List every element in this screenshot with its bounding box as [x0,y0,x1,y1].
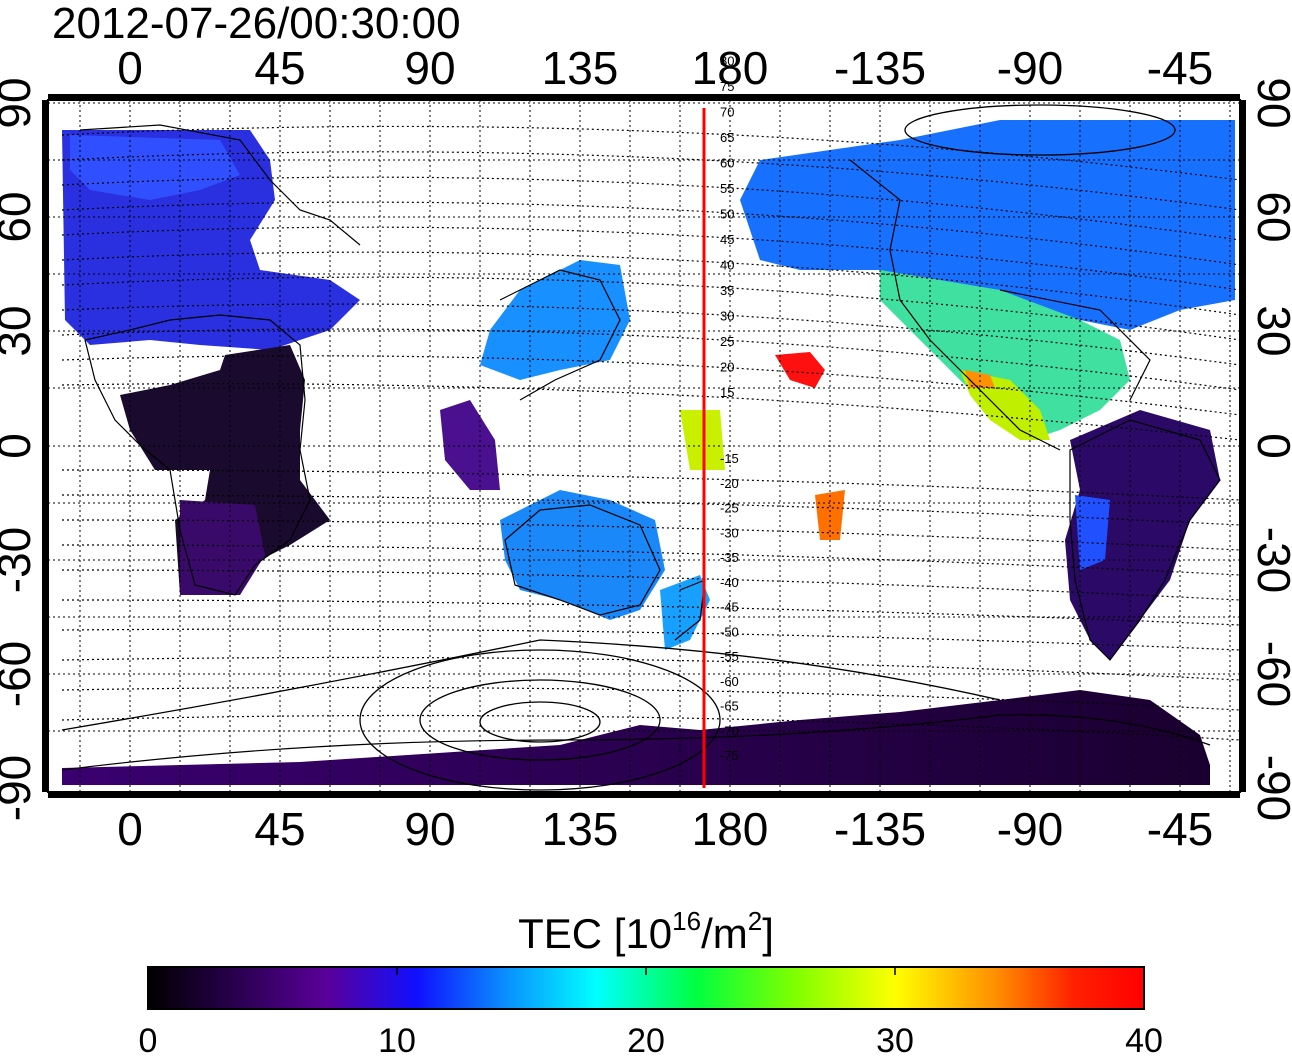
mlat-label: -50 [720,624,739,639]
tec-region-hawaii [775,352,825,388]
frame-right-bar [1240,100,1246,792]
timestamp-title: 2012-07-26/00:30:00 [52,0,461,48]
colorbar-tick-label: 30 [876,1022,914,1057]
mlat-label: 60 [720,156,734,171]
colorbar-tick-label: 20 [627,1022,665,1057]
lon-tick-bottom: 180 [692,803,769,855]
latitude-ticks-left: 90 60 30 0 -30 -60 -90 [0,77,40,821]
mlat-label: 15 [720,385,734,400]
lat-tick-right: -90 [1248,755,1292,821]
frame-top-bar [48,94,1240,100]
lon-tick-bottom: 0 [117,803,143,855]
latitude-ticks-right: 90 60 30 0 -30 -60 -90 [1248,77,1292,821]
lat-tick-left: -30 [0,527,40,593]
mlat-label: 35 [720,283,734,298]
graticule [48,100,1240,792]
lon-tick-top: 135 [542,42,619,94]
lon-tick-top: 0 [117,42,143,94]
tec-region-canada [740,120,1235,330]
lon-tick-bottom: -45 [1147,803,1213,855]
tec-region-indonesia [440,400,500,490]
colorbar-label: TEC [1016/m2] [518,906,774,957]
tec-region-south-america-coast [1075,495,1110,570]
lon-tick-bottom: -135 [834,803,926,855]
lat-tick-right: 0 [1248,433,1292,459]
lat-tick-left: -90 [0,755,40,821]
mlat-label: -45 [720,600,739,615]
lon-tick-bottom: 90 [404,803,455,855]
lon-tick-bottom: 45 [254,803,305,855]
lat-tick-right: 30 [1248,305,1292,356]
mlat-label: -30 [720,525,739,540]
lon-tick-top: 180 [692,42,769,94]
mlat-label: 40 [720,258,734,273]
map-plot-area: 80 75 70 65 60 55 50 45 40 35 30 25 20 15 -15 -20 -25 -30… [42,54,1246,798]
magnetic-latitude-labels: 80 75 70 65 60 55 50 45 40 35 30 25 20 15 -15 -20 -25 -30… [720,54,739,764]
mlat-label: 20 [720,360,734,375]
tec-region-australia [500,490,665,620]
tec-region-africa [120,345,330,595]
tec-region-europe-north [70,135,240,200]
lat-tick-left: 90 [0,77,40,128]
lat-tick-right: -60 [1248,641,1292,707]
mlat-label: 50 [720,207,734,222]
mlat-label: -25 [720,501,739,516]
tec-region-mexico-hot [965,370,995,388]
tec-region-usa [880,270,1130,440]
mlat-label: 65 [720,130,734,145]
tec-data-layer [62,120,1235,785]
lon-tick-top: -135 [834,42,926,94]
tec-region-newzealand [660,575,710,650]
magnetic-latitude-contours [61,125,1240,741]
colorbar-ticks: 0 10 20 30 40 [139,967,1163,1057]
lat-tick-right: 90 [1248,77,1292,128]
coastlines [61,124,1221,771]
lat-tick-left: 60 [0,191,40,242]
mlat-label: -15 [720,451,739,466]
frame-left-bar [42,100,48,792]
mlat-label: -55 [720,649,739,664]
lon-tick-top: 90 [404,42,455,94]
tec-region-antarctica [62,690,1210,785]
lon-tick-top: -90 [997,42,1063,94]
mlat-label: 25 [720,334,734,349]
lat-tick-right: 60 [1248,191,1292,242]
lat-tick-left: 30 [0,305,40,356]
lon-tick-bottom: 135 [542,803,619,855]
mlat-label: -70 [720,723,739,738]
lat-tick-left: -60 [0,641,40,707]
lon-tick-top: -45 [1147,42,1213,94]
mlat-label: 45 [720,232,734,247]
mlat-label: -40 [720,575,739,590]
colorbar-tick-label: 40 [1125,1022,1163,1057]
longitude-ticks-bottom: 0 45 90 135 180 -135 -90 -45 [117,803,1213,855]
mlat-label: 55 [720,181,734,196]
lon-tick-bottom: -90 [997,803,1063,855]
mlat-label: 75 [720,79,734,94]
mlat-label: -65 [720,699,739,714]
lat-tick-left: 0 [0,433,40,459]
mlat-label: -35 [720,550,739,565]
tec-region-east-asia [480,260,630,380]
mlat-label: 80 [720,54,734,69]
mlat-label: -75 [720,748,739,763]
mlat-label: 70 [720,105,734,120]
colorbar-tick-label: 0 [139,1022,158,1057]
mlat-label: -20 [720,476,739,491]
colorbar-tick-label: 10 [378,1022,416,1057]
lat-tick-right: -30 [1248,527,1292,593]
tec-region-south-america [1065,410,1220,660]
lon-tick-top: 45 [254,42,305,94]
mlat-label: 30 [720,309,734,324]
frame-bottom-bar [48,792,1240,798]
longitude-ticks-top: 0 45 90 135 180 -135 -90 -45 [117,42,1213,94]
mlat-label: -60 [720,674,739,689]
colorbar: TEC [1016/m2] 0 10 20 30 40 [139,906,1163,1057]
